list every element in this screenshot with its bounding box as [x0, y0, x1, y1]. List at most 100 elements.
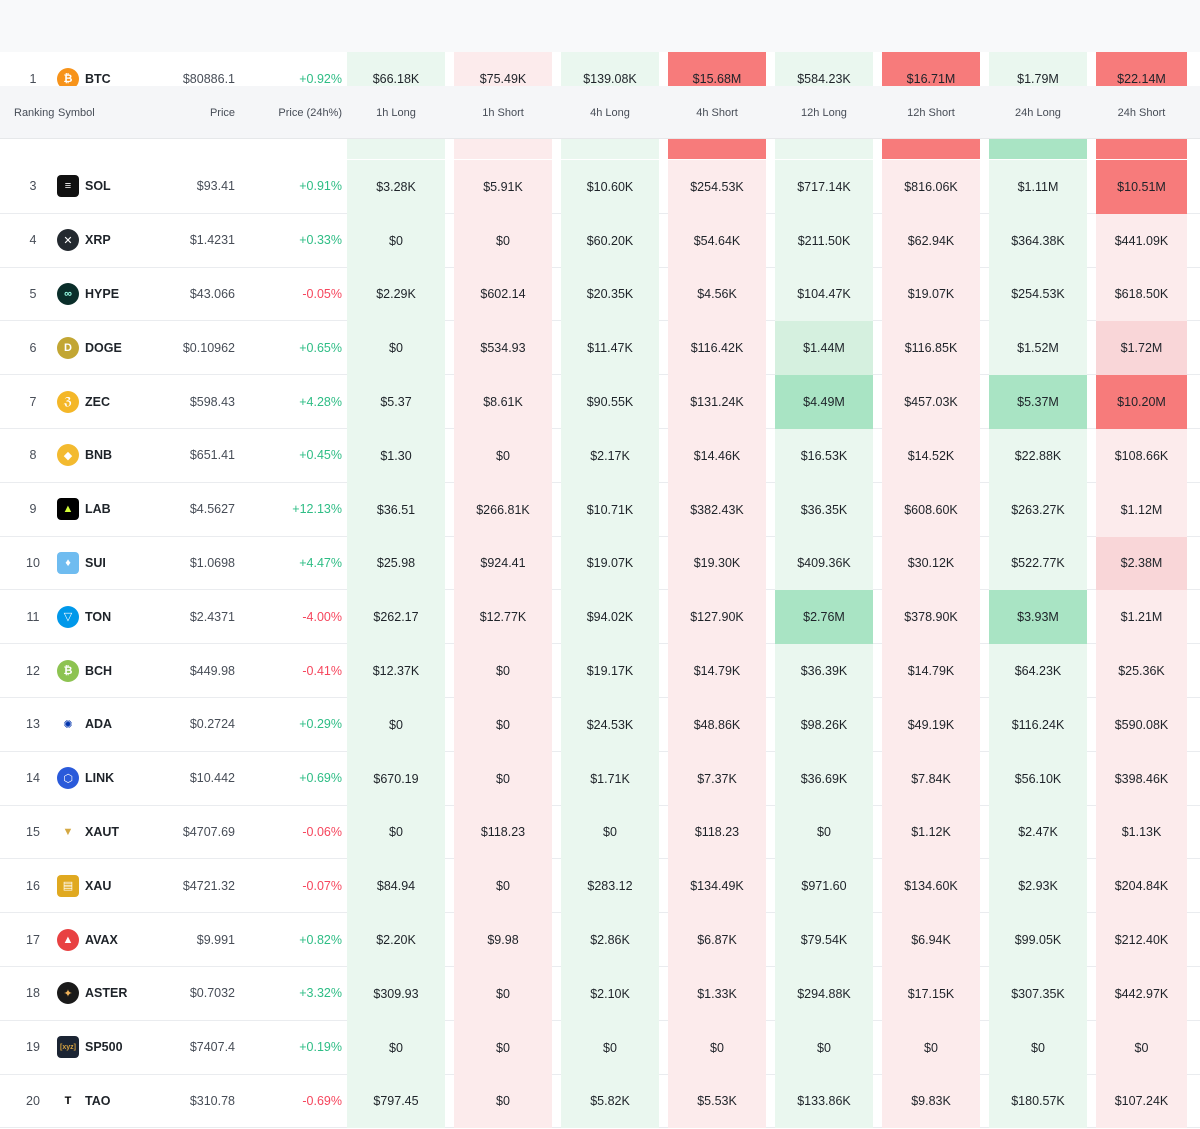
header-24h-long[interactable]: 24h Long: [1015, 106, 1061, 119]
table-row[interactable]: 12 ₿ BCH $449.98 -0.41% $12.37K $0 $19.17K $14.7…: [0, 644, 1200, 698]
value-cell-1h-long: $3.28K: [347, 160, 445, 214]
value-cell-12h-short: $30.12K: [882, 536, 980, 591]
table-row[interactable]: 9 ▲ LAB $4.5627 +12.13% $36.51 $266.81K $10.71K…: [0, 482, 1200, 537]
value-cell-24h-short: $10.51M: [1096, 160, 1187, 214]
table-row[interactable]: 19 [xyz] SP500 $7407.4 +0.19% $0 $0 $0 $0 $0 $0 $0 $…: [0, 1020, 1200, 1075]
value-cell-1h-long: $262.17: [347, 590, 445, 645]
header-24h-short[interactable]: 24h Short: [1117, 106, 1166, 119]
symbol-cell[interactable]: ▽ TON: [57, 590, 167, 643]
header-12h-long[interactable]: 12h Long: [801, 106, 847, 119]
row-2-peek-12h-long: [775, 139, 873, 159]
value-cell-4h-short: $7.37K: [668, 751, 766, 806]
symbol-label: SP500: [85, 1040, 123, 1055]
header-1h-short[interactable]: 1h Short: [482, 106, 524, 119]
symbol-cell[interactable]: ♦ SUI: [57, 537, 167, 590]
value-cell-24h-long: $3.93M: [989, 590, 1087, 645]
symbol-label: ADA: [85, 717, 113, 732]
header-4h-short[interactable]: 4h Short: [696, 106, 738, 119]
table-row[interactable]: 17 ▲ AVAX $9.991 +0.82% $2.20K $9.98 $2.86K $6.8…: [0, 913, 1200, 967]
value-cell-1h-short: $0: [454, 697, 552, 752]
symbol-cell[interactable]: ▲ AVAX: [57, 913, 167, 966]
value-cell-24h-long: $1.52M: [989, 321, 1087, 376]
rank-cell: 11: [26, 609, 40, 624]
symbol-cell[interactable]: ◆ BNB: [57, 429, 167, 482]
header-ranking[interactable]: Ranking: [14, 106, 55, 119]
top-band: [0, 0, 1200, 52]
value-cell-1h-short: $12.77K: [454, 590, 552, 645]
symbol-cell[interactable]: ₿ BTC: [57, 52, 167, 106]
value-cell-4h-short: $48.86K: [668, 697, 766, 752]
header-price[interactable]: Price: [209, 106, 235, 119]
header-12h-short[interactable]: 12h Short: [907, 106, 955, 119]
table-row[interactable]: 15 ▼ XAUT $4707.69 -0.06% $0 $118.23 $0 $118.23 $…: [0, 805, 1200, 860]
price-cell: $449.98: [189, 663, 235, 678]
xrp-icon: ✕: [57, 229, 79, 252]
symbol-cell[interactable]: ▼ XAUT: [57, 806, 167, 859]
rank-cell: 6: [29, 340, 37, 355]
table-row[interactable]: 3 ≡ SOL $93.41 +0.91% $3.28K $5.91K $10.60K $254…: [0, 160, 1200, 214]
value-cell-1h-short: $9.98: [454, 913, 552, 967]
symbol-cell[interactable]: ⬡ LINK: [57, 752, 167, 805]
symbol-cell[interactable]: ✕ XRP: [57, 214, 167, 267]
price-change-cell: -0.41%: [302, 663, 342, 678]
table-row[interactable]: 14 ⬡ LINK $10.442 +0.69% $670.19 $0 $1.71K $7.37…: [0, 751, 1200, 806]
price-cell: $0.2724: [189, 717, 235, 732]
symbol-cell[interactable]: D DOGE: [57, 321, 167, 374]
value-cell-12h-long: $0: [775, 1020, 873, 1075]
price-cell: $9.991: [196, 932, 235, 947]
bnb-icon: ◆: [57, 444, 79, 467]
symbol-cell[interactable]: ≡ SOL: [57, 160, 167, 213]
symbol-cell[interactable]: ∞ HYPE: [57, 268, 167, 321]
symbol-cell[interactable]: [xyz] SP500: [57, 1021, 167, 1074]
price-cell: $310.78: [189, 1093, 235, 1108]
table-row[interactable]: 8 ◆ BNB $651.41 +0.45% $1.30 $0 $2.17K $14.46K $1…: [0, 428, 1200, 483]
header-4h-long[interactable]: 4h Long: [590, 106, 630, 119]
table-row[interactable]: 16 ▤ XAU $4721.32 -0.07% $84.94 $0 $283.12 $134.…: [0, 859, 1200, 914]
value-cell-12h-short: $14.52K: [882, 428, 980, 483]
header-symbol[interactable]: Symbol: [58, 106, 95, 119]
value-cell-1h-short: $266.81K: [454, 482, 552, 537]
table-row[interactable]: 5 ∞ HYPE $43.066 -0.05% $2.29K $602.14 $20.35K $…: [0, 267, 1200, 322]
value-cell-4h-long: $2.86K: [561, 913, 659, 967]
value-cell-4h-long: $20.35K: [561, 267, 659, 322]
symbol-cell[interactable]: ▲ LAB: [57, 483, 167, 536]
table-header: Ranking Symbol Price Price (24h%) 1h Lon…: [0, 86, 1200, 139]
symbol-cell[interactable]: ℨ ZEC: [57, 375, 167, 428]
value-cell-1h-long: $12.37K: [347, 644, 445, 698]
symbol-cell[interactable]: ▤ XAU: [57, 859, 167, 912]
value-cell-1h-long: $0: [347, 697, 445, 752]
symbol-cell[interactable]: ✦ ASTER: [57, 967, 167, 1020]
table-row[interactable]: 18 ✦ ASTER $0.7032 +3.32% $309.93 $0 $2.10K $1.3…: [0, 966, 1200, 1021]
symbol-label: LAB: [85, 502, 111, 517]
value-cell-1h-long: $2.29K: [347, 267, 445, 322]
value-cell-4h-long: $1.71K: [561, 751, 659, 806]
value-cell-1h-long: $0: [347, 213, 445, 268]
price-cell: $4721.32: [182, 878, 235, 893]
header-1h-long[interactable]: 1h Long: [376, 106, 416, 119]
value-cell-1h-long: $0: [347, 321, 445, 376]
symbol-label: XAU: [85, 878, 112, 893]
table-row[interactable]: 6 D DOGE $0.10962 +0.65% $0 $534.93 $11.47K $116…: [0, 321, 1200, 376]
value-cell-1h-long: $5.37: [347, 375, 445, 429]
value-cell-12h-short: $608.60K: [882, 482, 980, 537]
value-cell-12h-long: $104.47K: [775, 267, 873, 322]
table-row[interactable]: 11 ▽ TON $2.4371 -4.00% $262.17 $12.77K $94.02K…: [0, 590, 1200, 645]
value-cell-24h-short: $1.21M: [1096, 590, 1187, 645]
price-cell: $10.442: [189, 771, 235, 786]
value-cell-4h-short: $14.79K: [668, 644, 766, 698]
table-row[interactable]: 10 ♦ SUI $1.0698 +4.47% $25.98 $924.41 $19.07K $…: [0, 536, 1200, 591]
table-row[interactable]: 20 T TAO $310.78 -0.69% $797.45 $0 $5.82K $5.53K…: [0, 1074, 1200, 1129]
symbol-cell[interactable]: ✺ ADA: [57, 698, 167, 751]
rank-cell: 19: [26, 1040, 40, 1055]
value-cell-4h-long: $2.17K: [561, 428, 659, 483]
table-row[interactable]: 13 ✺ ADA $0.2724 +0.29% $0 $0 $24.53K $48.86K $98…: [0, 697, 1200, 752]
symbol-cell[interactable]: ₿ BCH: [57, 644, 167, 697]
value-cell-4h-short: $134.49K: [668, 859, 766, 914]
table-row[interactable]: 7 ℨ ZEC $598.43 +4.28% $5.37 $8.61K $90.55K $131…: [0, 375, 1200, 429]
price-change-cell: +4.28%: [299, 394, 342, 409]
value-cell-1h-short: $602.14: [454, 267, 552, 322]
table-row[interactable]: 4 ✕ XRP $1.4231 +0.33% $0 $0 $60.20K $54.64K $211…: [0, 213, 1200, 268]
header-price-change[interactable]: Price (24h%): [278, 106, 342, 119]
symbol-cell[interactable]: T TAO: [57, 1075, 167, 1128]
price-cell: $93.41: [196, 179, 235, 194]
